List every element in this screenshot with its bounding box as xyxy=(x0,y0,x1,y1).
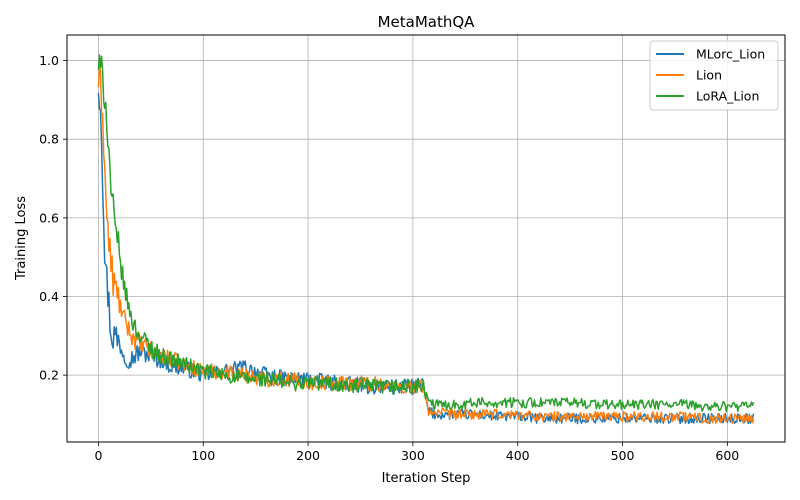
y-tick-label: 0.2 xyxy=(39,368,59,383)
x-tick-label: 0 xyxy=(94,448,102,463)
chart-title: MetaMathQA xyxy=(378,13,476,31)
y-tick-label: 0.6 xyxy=(39,210,59,225)
y-tick-label: 0.8 xyxy=(39,132,59,147)
legend-frame xyxy=(649,40,779,111)
y-axis-ticks: 0.2 0.4 0.6 0.8 1.0 xyxy=(39,53,67,383)
series-layer xyxy=(97,54,755,425)
legend: MLorc_Lion Lion LoRA_Lion xyxy=(649,40,779,111)
y-tick-label: 0.4 xyxy=(39,289,59,304)
x-tick-label: 200 xyxy=(296,448,320,463)
grid xyxy=(67,35,785,442)
x-tick-label: 100 xyxy=(191,448,215,463)
y-tick-label: 1.0 xyxy=(39,53,59,68)
x-tick-label: 300 xyxy=(401,448,425,463)
x-axis-label: Iteration Step xyxy=(382,471,471,486)
series-line-lora-lion xyxy=(97,54,755,413)
y-axis-label: Training Loss xyxy=(14,196,29,281)
legend-label: LoRA_Lion xyxy=(696,89,759,104)
x-tick-label: 500 xyxy=(611,448,635,463)
x-tick-label: 600 xyxy=(715,448,739,463)
plot-frame xyxy=(66,34,786,443)
legend-label: Lion xyxy=(696,68,722,83)
x-tick-label: 400 xyxy=(506,448,530,463)
x-axis-ticks: 0 100 200 300 400 500 600 xyxy=(94,442,739,463)
legend-label: MLorc_Lion xyxy=(696,47,765,62)
